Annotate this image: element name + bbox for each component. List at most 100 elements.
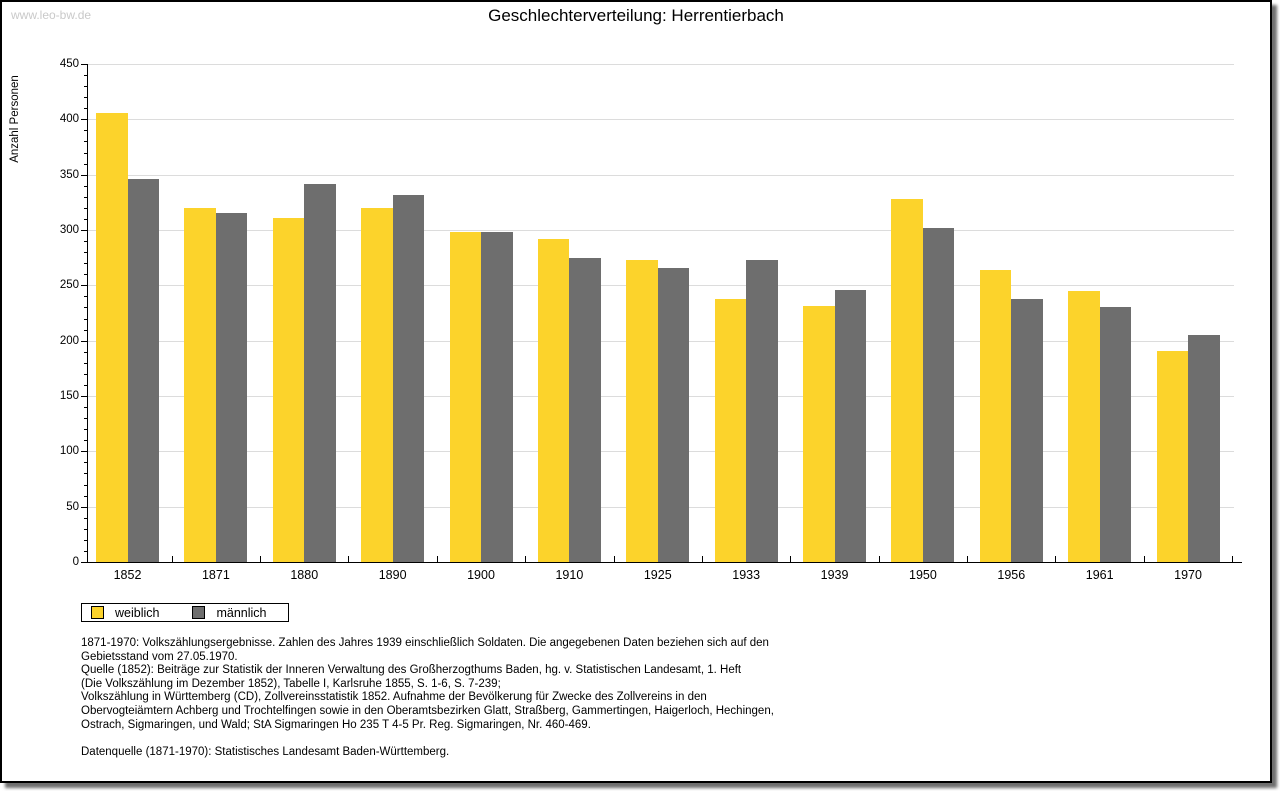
x-boundary-tick-9: [878, 556, 880, 562]
y-tick-label-0: 0: [72, 556, 79, 568]
y-tick-label-200: 200: [59, 334, 79, 347]
footnotes: 1871-1970: Volkszählungsergebnisse. Zahl…: [81, 637, 774, 759]
y-minor-tick-120: [84, 429, 87, 431]
y-major-tick-250: [81, 285, 87, 287]
y-minor-tick-310: [84, 218, 87, 220]
x-tick-label-1961: 1961: [1085, 568, 1114, 582]
bar-männlich-1939: [834, 289, 867, 562]
y-minor-tick-170: [84, 373, 87, 375]
chart-title: Geschlechterverteilung: Herrentierbach: [488, 6, 784, 25]
x-tick-label-1900: 1900: [467, 568, 495, 582]
x-tick-label-1939: 1939: [820, 568, 849, 582]
bar-männlich-1900: [481, 232, 513, 562]
legend-label-weiblich: weiblich: [115, 605, 160, 620]
y-major-tick-300: [81, 230, 87, 231]
x-tick-label-1933: 1933: [732, 568, 761, 582]
legend-item-männlich: männlich: [183, 606, 290, 620]
bar-männlich-1852: [127, 179, 159, 562]
bar-männlich-1925: [657, 267, 690, 562]
x-boundary-tick-7: [701, 556, 703, 562]
y-minor-tick-260: [84, 274, 87, 276]
y-minor-tick-60: [84, 495, 87, 497]
gridline-450: [88, 64, 1234, 65]
bar-weiblich-1970: [1156, 350, 1189, 562]
x-boundary-tick-4: [436, 556, 438, 562]
bar-männlich-1950: [922, 227, 955, 562]
y-tick-label-50: 50: [66, 500, 79, 513]
y-minor-tick-230: [84, 307, 87, 309]
y-minor-tick-340: [84, 185, 87, 187]
bar-weiblich-1900: [449, 232, 482, 562]
x-boundary-tick-1: [171, 556, 173, 562]
x-tick-label-1925: 1925: [643, 568, 672, 582]
watermark: www.leo-bw.de: [11, 8, 92, 22]
bar-männlich-1890: [392, 194, 425, 562]
y-major-tick-50: [81, 506, 87, 508]
gridline-300: [88, 230, 1234, 231]
legend-item-weiblich: weiblich: [82, 606, 183, 620]
gridline-350: [88, 174, 1234, 176]
y-major-tick-150: [81, 396, 87, 397]
bar-männlich-1956: [1011, 298, 1043, 562]
x-boundary-tick-13: [1232, 556, 1234, 562]
x-tick-label-1956: 1956: [997, 568, 1026, 582]
x-boundary-tick-8: [790, 556, 792, 562]
bar-weiblich-1910: [537, 238, 570, 562]
y-minor-tick-80: [84, 473, 87, 475]
x-boundary-tick-5: [525, 556, 527, 562]
bar-männlich-1871: [215, 213, 248, 562]
y-minor-tick-330: [84, 196, 87, 198]
y-minor-tick-90: [84, 462, 87, 464]
y-tick-label-300: 300: [59, 224, 79, 236]
y-tick-label-150: 150: [59, 390, 79, 402]
y-minor-tick-40: [84, 517, 87, 519]
legend-label-männlich: männlich: [216, 605, 267, 620]
bar-weiblich-1956: [979, 269, 1012, 562]
y-minor-tick-130: [84, 418, 87, 420]
bar-weiblich-1933: [714, 298, 747, 562]
y-minor-tick-420: [84, 97, 87, 99]
x-boundary-tick-3: [348, 556, 350, 562]
x-tick-label-1852: 1852: [113, 568, 142, 582]
footnote-line-7: Ostrach, Sigmaringen, und Wald; StA Sigm…: [81, 718, 591, 731]
y-tick-label-350: 350: [59, 168, 79, 181]
y-major-tick-350: [81, 174, 87, 176]
y-minor-tick-280: [84, 252, 87, 254]
y-minor-tick-430: [84, 86, 87, 88]
y-minor-tick-220: [84, 318, 87, 320]
bar-männlich-1933: [746, 259, 778, 562]
y-tick-label-250: 250: [59, 279, 79, 292]
x-boundary-tick-11: [1055, 556, 1057, 562]
footnote-line-9: Datenquelle (1871-1970): Statistisches L…: [81, 745, 450, 758]
bar-weiblich-1950: [891, 199, 923, 562]
y-major-tick-100: [81, 451, 87, 453]
footnote-line-2: Gebietsstand vom 27.05.1970.: [81, 650, 238, 663]
y-minor-tick-190: [84, 351, 87, 353]
y-minor-tick-290: [84, 241, 87, 243]
x-tick-label-1880: 1880: [290, 568, 319, 582]
y-minor-tick-320: [84, 207, 87, 209]
x-axis-line: [87, 562, 1242, 563]
x-tick-label-1871: 1871: [201, 568, 230, 582]
legend-swatch-weiblich: [91, 606, 104, 619]
y-major-tick-200: [81, 340, 87, 342]
y-major-tick-0: [81, 562, 87, 563]
x-tick-label-1970: 1970: [1174, 568, 1202, 582]
footnote-line-4: (Die Volkszählung im Dezember 1852), Tab…: [81, 677, 501, 690]
y-minor-tick-370: [84, 152, 87, 154]
gridline-400: [88, 119, 1234, 121]
bar-männlich-1910: [569, 257, 601, 562]
y-tick-label-100: 100: [59, 445, 79, 458]
y-minor-tick-360: [84, 163, 87, 165]
y-major-tick-400: [81, 119, 87, 121]
bar-weiblich-1852: [96, 112, 128, 562]
y-minor-tick-70: [84, 484, 87, 486]
y-minor-tick-210: [84, 329, 87, 331]
y-tick-label-400: 400: [59, 113, 79, 126]
y-minor-tick-30: [84, 528, 87, 530]
y-minor-tick-270: [84, 263, 87, 265]
bar-männlich-1961: [1099, 307, 1132, 562]
y-minor-tick-140: [84, 407, 87, 409]
y-minor-tick-110: [84, 440, 87, 442]
